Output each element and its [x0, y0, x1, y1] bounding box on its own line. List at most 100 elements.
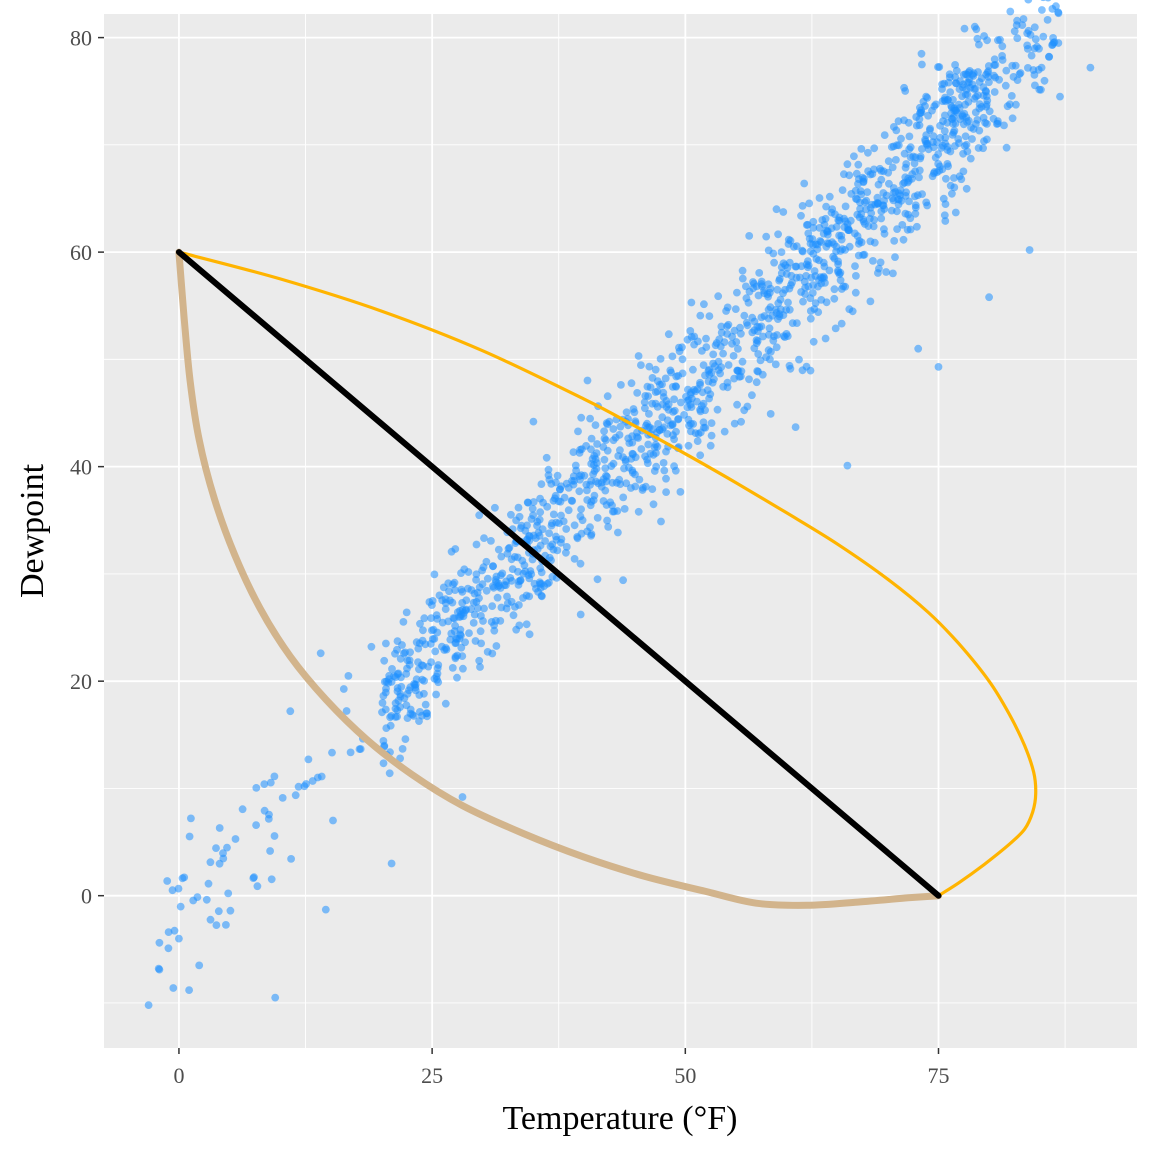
data-point [264, 815, 273, 823]
data-point [734, 345, 742, 353]
data-point [924, 111, 932, 120]
data-point [773, 285, 782, 294]
data-point [719, 382, 728, 391]
data-point [469, 619, 478, 627]
data-point [827, 208, 836, 217]
data-point [649, 451, 658, 459]
data-point [627, 454, 636, 463]
major-gridlines [104, 14, 1137, 1048]
data-point [917, 49, 926, 58]
data-point [951, 142, 959, 150]
data-point [644, 392, 652, 400]
data-point [393, 670, 402, 678]
data-point [745, 232, 754, 240]
data-point [575, 487, 584, 496]
data-point [640, 398, 649, 407]
y-tick-label: 40 [70, 455, 92, 480]
data-point [672, 427, 680, 436]
data-point [386, 721, 395, 730]
data-point [664, 330, 673, 339]
data-point [1018, 21, 1027, 29]
data-point [660, 466, 669, 475]
data-point [635, 475, 644, 484]
data-point [890, 237, 899, 245]
data-point [1013, 34, 1022, 43]
data-point [874, 180, 883, 189]
data-point [720, 427, 729, 436]
data-point [728, 339, 736, 348]
data-point [757, 277, 766, 286]
data-point [503, 592, 511, 601]
data-point [488, 602, 497, 610]
data-point [538, 525, 547, 534]
data-point [441, 699, 450, 708]
data-point [391, 649, 399, 658]
data-point [266, 778, 275, 787]
data-point [582, 442, 590, 450]
data-point [707, 431, 716, 440]
data-point [712, 339, 721, 347]
data-point [945, 70, 954, 79]
data-point [419, 626, 427, 635]
data-point [472, 540, 481, 549]
data-point [525, 532, 533, 540]
data-point [785, 284, 794, 293]
data-point [771, 360, 780, 369]
straight-line [175, 249, 942, 899]
data-point [536, 508, 545, 517]
data-point [686, 400, 695, 409]
data-point [893, 141, 901, 150]
data-point [705, 394, 713, 403]
data-point [818, 216, 827, 224]
data-point [773, 331, 781, 339]
data-point [1030, 71, 1039, 79]
data-point [600, 427, 608, 436]
data-point [876, 258, 885, 267]
data-point [853, 232, 862, 241]
data-point [742, 318, 751, 327]
data-point [593, 575, 602, 584]
data-point [425, 598, 434, 606]
data-point [570, 555, 579, 563]
data-point [422, 709, 431, 718]
data-point [545, 475, 554, 484]
data-point [1035, 44, 1043, 53]
data-point [557, 535, 566, 543]
data-point [465, 629, 473, 637]
data-point [435, 591, 444, 600]
data-point [650, 443, 659, 452]
data-point [473, 588, 482, 597]
data-point [944, 78, 953, 87]
data-point [432, 672, 441, 681]
data-point [648, 485, 657, 493]
data-point [860, 198, 869, 207]
data-point [802, 221, 811, 229]
data-point [562, 525, 571, 533]
data-point [702, 334, 710, 343]
data-point [630, 408, 639, 417]
data-point [378, 699, 387, 707]
data-point [963, 118, 971, 126]
data-point [382, 639, 390, 648]
data-point [939, 194, 948, 203]
data-point [903, 178, 912, 187]
data-point [682, 392, 690, 401]
data-point [654, 420, 662, 428]
data-point [380, 741, 389, 750]
data-point [540, 582, 548, 590]
data-point [714, 292, 723, 301]
data-point [593, 514, 602, 522]
data-point [539, 498, 547, 507]
data-point [568, 497, 577, 505]
data-point [990, 55, 999, 64]
data-point [700, 300, 708, 309]
data-point [653, 387, 662, 396]
data-point [1034, 65, 1043, 74]
data-point [253, 882, 262, 891]
data-point [913, 191, 922, 200]
data-point [892, 126, 901, 135]
data-point [450, 627, 459, 636]
data-point [477, 639, 485, 648]
data-point [819, 229, 828, 238]
data-point [401, 648, 409, 657]
